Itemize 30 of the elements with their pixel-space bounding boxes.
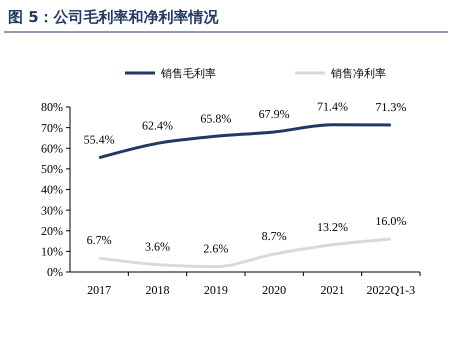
- data-label: 55.4%: [84, 132, 115, 147]
- x-tick-label: 2020: [262, 283, 286, 297]
- data-label: 8.7%: [262, 229, 287, 244]
- data-label: 13.2%: [317, 220, 348, 234]
- legend-label: 销售毛利率: [160, 66, 216, 80]
- data-label: 62.4%: [142, 118, 173, 132]
- legend-label: 销售净利率: [330, 66, 386, 80]
- x-tick-label: 2017: [87, 283, 112, 297]
- data-label: 6.7%: [86, 233, 112, 248]
- y-tick-label: 0%: [47, 265, 63, 280]
- y-tick-label: 80%: [41, 100, 63, 114]
- data-label: 67.9%: [258, 106, 290, 121]
- y-tick-label: 50%: [41, 162, 63, 176]
- y-tick-label: 10%: [41, 244, 63, 259]
- y-tick-label: 20%: [41, 224, 63, 238]
- x-tick-label: 2021: [320, 283, 344, 297]
- data-label: 3.6%: [145, 240, 170, 254]
- data-label: 16.0%: [375, 214, 406, 228]
- data-label: 65.8%: [200, 111, 232, 126]
- x-tick-label: 2018: [146, 283, 170, 297]
- data-label: 71.4%: [317, 100, 348, 114]
- x-tick-label: 2019: [204, 283, 228, 297]
- chart-title: 图 5：公司毛利率和净利率情况: [8, 8, 220, 26]
- data-label: 2.6%: [203, 242, 228, 256]
- data-label: 71.3%: [375, 100, 406, 114]
- y-tick-label: 70%: [41, 120, 63, 135]
- y-tick-label: 60%: [41, 141, 63, 156]
- x-tick-label: 2022Q1-3: [366, 283, 416, 297]
- y-tick-label: 30%: [41, 203, 63, 218]
- y-tick-label: 40%: [41, 182, 63, 197]
